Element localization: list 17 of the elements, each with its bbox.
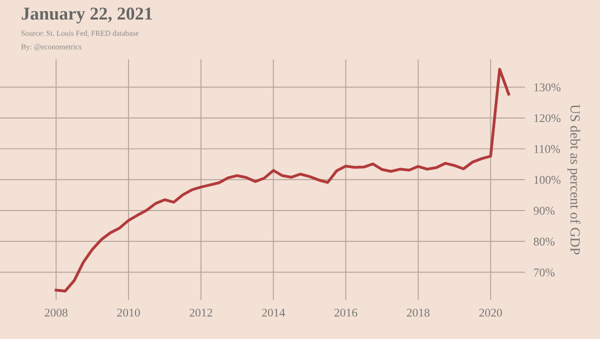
x-tick-label: 2008 [44,308,68,317]
y-tick-label: 70% [534,268,555,276]
x-tick-label: 2020 [479,308,502,317]
y-tick-label: 110% [534,145,560,154]
x-tick-label: 2016 [334,308,358,317]
y-tick-label: 120% [534,114,560,122]
x-tick-label: 2014 [262,308,285,317]
x-tick-label: 2012 [190,308,212,317]
x-tick-label: 2018 [406,308,430,317]
chart-title: January 22, 2021 [22,8,152,24]
y-tick-label: 130% [534,83,560,92]
y-tick-label: 80% [534,238,555,246]
y-tick-label: 100% [534,176,560,184]
y-tick-label: 90% [534,206,555,215]
line-series [54,68,510,292]
x-tick-label: 2010 [117,308,140,317]
y-axis-title: US debt as percent of GDP [568,104,580,255]
